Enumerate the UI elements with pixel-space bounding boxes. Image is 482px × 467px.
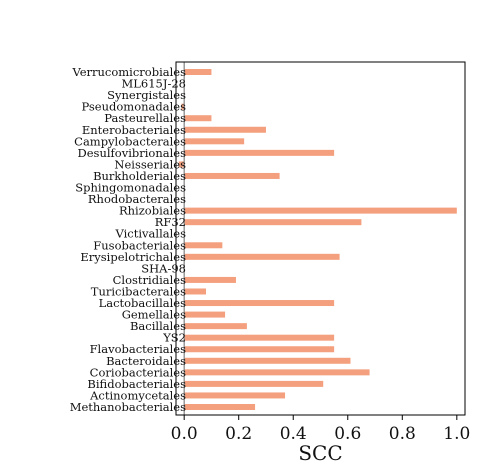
category-label: Turicibacterales (91, 284, 186, 298)
category-label: Burkholderiales (93, 169, 186, 183)
bar-coriobacteriales (184, 369, 370, 376)
bar-desulfovibrionales (184, 149, 335, 156)
category-label: Sphingomonadales (75, 181, 186, 195)
category-label: Enterobacteriales (82, 123, 186, 137)
category-label: ML615J-28 (122, 77, 187, 91)
bar-bacillales (184, 323, 247, 330)
x-tick-label: 0.2 (225, 424, 252, 444)
bar-clostridiales (184, 276, 236, 283)
category-label: Bacillales (130, 319, 186, 333)
category-label: Pseudomonadales (81, 100, 186, 114)
bars-layer (178, 69, 457, 410)
bar-turicibacterales (184, 288, 206, 295)
bar-rhizobiales (184, 207, 457, 214)
category-label: YS2 (162, 331, 186, 345)
category-label: Bacteroidales (106, 354, 186, 368)
category-label: Gemellales (122, 308, 186, 322)
x-tick-label: 0.0 (171, 424, 198, 444)
category-label: SHA-98 (141, 261, 186, 275)
plot-frame (175, 61, 466, 416)
bar-campylobacterales (184, 138, 245, 145)
bar-flavobacteriales (184, 346, 335, 353)
x-axis-ticks: 0.0 0.2 0.4 0.6 0.8 1.0 (171, 415, 470, 444)
bar-rf32 (184, 219, 362, 226)
category-label: Pasteurellales (104, 111, 186, 125)
category-label: Desulfovibrionales (78, 146, 187, 160)
bar-methanobacteriales (184, 404, 256, 410)
bar-actinomycetales (184, 392, 286, 399)
category-label: RF32 (155, 215, 186, 229)
bar-ys2 (184, 334, 335, 341)
x-tick-label: 0.4 (280, 424, 307, 444)
bar-fusobacteriales (184, 242, 223, 249)
x-tick-label: 1.0 (443, 424, 470, 444)
bar-enterobacteriales (184, 126, 266, 133)
y-axis-labels: VerrucomicrobialesML615J-28Synergistales… (70, 65, 186, 414)
bar-burkholderiales (184, 172, 280, 179)
category-label: Rhizobiales (119, 204, 186, 218)
bar-neisseriales (178, 161, 185, 168)
category-label: Campylobacterales (74, 134, 186, 148)
category-label: Coriobacteriales (90, 365, 186, 379)
category-label: Fusobacteriales (93, 238, 186, 252)
category-label: Synergistales (107, 88, 186, 102)
bar-verrucomicrobiales (184, 69, 212, 75)
category-label: Flavobacteriales (90, 342, 187, 356)
category-label: Lactobacillales (99, 296, 187, 310)
bar-erysipelotrichales (184, 253, 340, 260)
x-tick-label: 0.6 (334, 424, 361, 444)
category-label: Verrucomicrobiales (71, 65, 186, 79)
x-tick-label: 0.8 (389, 424, 416, 444)
category-label: Neisseriales (114, 157, 186, 171)
category-label: Rhodobacterales (88, 192, 186, 206)
bar-lactobacillales (184, 300, 335, 307)
category-label: Methanobacteriales (70, 400, 186, 414)
category-label: Clostridiales (113, 273, 186, 287)
x-axis-label: SCC (298, 441, 342, 465)
category-label: Bifidobacteriales (87, 377, 186, 391)
bar-gemellales (184, 311, 226, 318)
bar-bacteroidales (184, 357, 351, 364)
category-label: Actinomycetales (89, 388, 186, 402)
category-label: Erysipelotrichales (80, 250, 186, 264)
bar-bifidobacteriales (184, 380, 324, 387)
category-label: Victivallales (115, 227, 187, 241)
bar-pseudomonadales (181, 103, 185, 110)
bar-pasteurellales (184, 115, 212, 122)
